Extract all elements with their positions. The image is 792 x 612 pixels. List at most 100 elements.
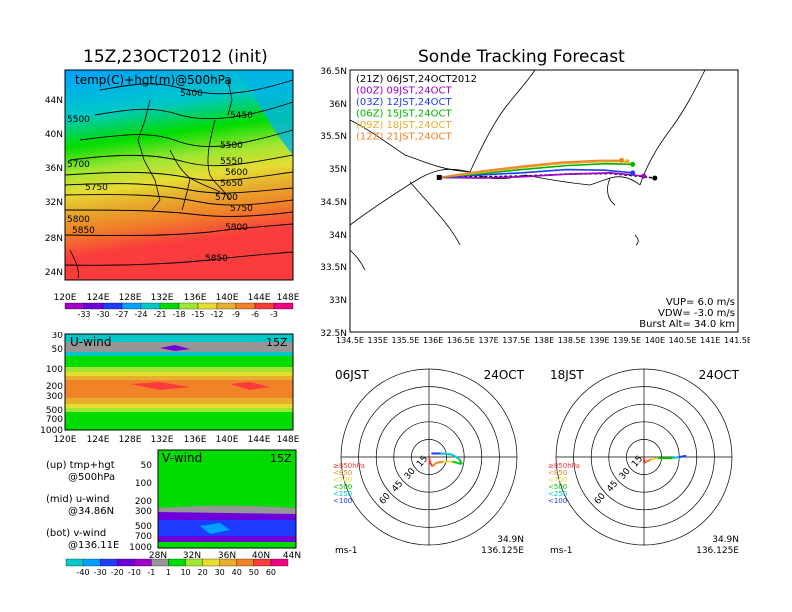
- colorbar-label: -20: [111, 568, 124, 577]
- colorbar-label: -10: [128, 568, 141, 577]
- temperature-colorbar: -33 -30 -27 -24 -21 -18 -15 -12 -9 -6 -3: [64, 302, 294, 319]
- colorbar-swatch: [273, 302, 294, 310]
- colorbar-swatch: [134, 558, 152, 567]
- track-lines: [436, 157, 658, 181]
- hodo-legend: <500: [333, 483, 352, 491]
- contour-label: 5500: [220, 141, 243, 151]
- colorbar-label: -30: [96, 310, 109, 319]
- lon-tick: 132E: [151, 435, 174, 445]
- track-endpoint: [630, 170, 636, 176]
- hodo-unit: ms-1: [335, 546, 357, 556]
- map-label: temp(C)+hgt(m)@500hPa: [75, 73, 232, 87]
- lon-tick: 140E: [216, 435, 239, 445]
- coastlines: [349, 69, 706, 271]
- hodo-legend: <100: [548, 497, 567, 505]
- ring-label: 15: [630, 454, 645, 469]
- colorbar-swatch: [100, 558, 118, 567]
- track-map: 36.5N 36N 35.5N 35N 34.5N 34N 33.5N 33N …: [320, 67, 750, 345]
- lon-tick: 138E: [534, 336, 554, 345]
- colorbar-swatch: [235, 302, 256, 310]
- p-tick: 1000: [130, 543, 152, 553]
- lon-tick: 141.5E: [724, 336, 750, 345]
- legend-entry: (03Z) 12JST,24OCT: [356, 97, 452, 108]
- lon-tick: 120E: [54, 293, 77, 303]
- hodograph-06jst: 06JST 24OCT15304560≥850hPa<850<700<500<25…: [333, 368, 525, 556]
- colorbar-label: -40: [77, 568, 90, 577]
- colorbar-label: -27: [115, 310, 128, 319]
- ring-label: 15: [415, 454, 430, 469]
- colorbar-swatch: [82, 558, 101, 567]
- hodo-date: 24OCT: [484, 368, 525, 382]
- hodo-legend: <700: [333, 476, 352, 484]
- colorbar-label: -18: [172, 310, 185, 319]
- ring-label: 45: [390, 479, 405, 494]
- colorbar-label: -1: [147, 568, 155, 577]
- lat-tick: 44N: [283, 551, 301, 561]
- contour-label: 5750: [85, 183, 108, 193]
- lat-tick: 40N: [252, 551, 270, 561]
- param-burst: Burst Alt= 34.0 km: [639, 319, 735, 330]
- contour-label: 5850: [205, 254, 228, 264]
- hodo-legend: <500: [548, 483, 567, 491]
- track-endpoint: [652, 175, 658, 181]
- hodo-segment: [679, 454, 687, 458]
- colorbar-swatch: [140, 302, 161, 310]
- lon-tick: 144E: [248, 293, 271, 303]
- colorbar-label: -30: [94, 568, 107, 577]
- v-wind-panel: V-wind 15Z 50 100 200 300 500 700 1000 2…: [130, 449, 301, 561]
- height-contours: [64, 79, 294, 266]
- temperature-field: [65, 70, 293, 280]
- colorbar-label: 60: [266, 568, 276, 577]
- hodo-lat: 34.9N: [497, 535, 524, 545]
- contour-label: 5850: [72, 226, 95, 236]
- hodo-legend: <850: [333, 469, 352, 477]
- lon-tick: 140E: [645, 336, 665, 345]
- colorbar-label: -9: [232, 310, 240, 319]
- lat-tick: 36N: [329, 100, 347, 110]
- legend-entry: (12Z) 21JST,24OCT: [356, 132, 452, 143]
- hodo-time: 18JST: [550, 368, 584, 382]
- contour-label: 5800: [225, 223, 248, 233]
- colorbar-swatch: [102, 302, 123, 310]
- track-line: [439, 172, 644, 179]
- lon-tick: 135E: [368, 336, 388, 345]
- hodo-legend: ≥850hPa: [333, 462, 365, 470]
- hodo-legend: <250: [333, 490, 352, 498]
- lat-tick: 33N: [329, 296, 347, 306]
- lon-tick: 140.5E: [669, 336, 697, 345]
- lat-tick: 33.5N: [320, 263, 347, 273]
- u-wind-time: 15Z: [266, 336, 288, 349]
- contour-label: 5700: [67, 160, 90, 170]
- lon-tick: 124E: [87, 435, 110, 445]
- v-wind-time: 15Z: [270, 452, 292, 465]
- u-wind-label: U-wind: [70, 335, 111, 349]
- legend-entry: (09Z) 18JST,24OCT: [356, 120, 452, 131]
- contour-label: 5650: [220, 179, 243, 189]
- p-tick: 700: [135, 532, 152, 542]
- wind-colorbar: -40 -30 -20 -10 -1 1 10 20 30 40 50 60: [65, 558, 289, 577]
- lat-tick: 40N: [45, 130, 63, 140]
- lon-tick: 120E: [54, 435, 77, 445]
- contour-label: 5750: [230, 204, 253, 214]
- colorbar-swatch: [83, 302, 104, 310]
- lon-ticks: 134.5E 135E 135.5E 136E 136.5E 137E 137.5E 138E…: [336, 336, 750, 345]
- colorbar-swatch: [185, 558, 203, 567]
- contour-label: 5450: [230, 111, 253, 121]
- lon-tick: 148E: [277, 435, 300, 445]
- contour-label: 5400: [180, 89, 203, 99]
- lon-tick: 132E: [151, 293, 174, 303]
- hodo-segment: [643, 460, 647, 464]
- colorbar-swatch: [253, 558, 272, 567]
- lon-tick: 136.5E: [447, 336, 475, 345]
- u-wind-panel: U-wind 15Z 30 50 100 200 300 500 700 100…: [40, 332, 300, 445]
- p-tick: 700: [46, 415, 63, 425]
- lon-tick: 148E: [277, 293, 300, 303]
- hodo-lat: 34.9N: [712, 535, 739, 545]
- p-tick: 300: [46, 392, 63, 402]
- p-tick: 300: [135, 507, 152, 517]
- p-tick: 100: [46, 365, 63, 375]
- p-tick: 100: [135, 479, 152, 489]
- note-mid: (mid) u-wind @34.86N: [46, 494, 115, 517]
- colorbar-label: 20: [198, 568, 208, 577]
- contour-label: 5800: [67, 215, 90, 225]
